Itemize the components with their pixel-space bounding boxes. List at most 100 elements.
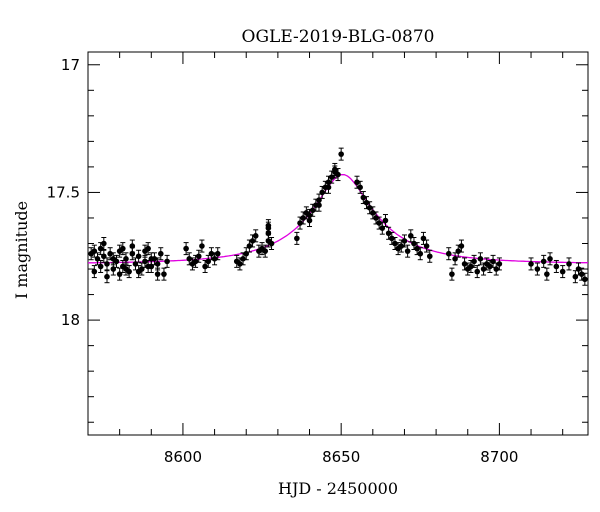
point-marker [208,250,215,257]
data-point [306,214,313,228]
point-marker [252,233,259,239]
point-marker [309,207,316,214]
data-point [195,249,202,263]
point-marker [202,263,208,270]
point-marker [544,271,550,277]
point-marker [458,243,465,249]
point-marker [461,261,468,267]
point-marker [161,271,167,277]
data-point [157,247,164,261]
point-marker [373,215,379,221]
data-point [426,249,433,263]
point-marker [157,250,164,257]
data-point [268,237,275,250]
data-point [120,242,126,256]
plot-frame [87,51,589,436]
point-marker [325,184,332,191]
data-point [420,231,427,245]
data-point [423,239,430,253]
data-point [135,249,142,263]
data-point [145,259,151,273]
data-point [401,234,408,248]
point-marker [319,189,325,196]
point-marker [142,258,148,265]
data-point [129,239,136,253]
point-marker [582,276,588,283]
data-point [354,175,360,189]
point-marker [120,245,126,252]
point-marker [370,210,376,216]
model-curve-layer [87,173,588,264]
point-marker [249,238,256,244]
y-tick-label: 17.5 [47,183,80,201]
point-marker [129,243,136,249]
data-point [357,180,363,194]
data-point [135,265,142,279]
data-point [483,257,490,271]
data-point [335,168,341,182]
point-marker [123,266,129,272]
data-point [97,259,104,273]
data-point [259,242,265,256]
x-axis-label: HJD - 2450000 [278,479,398,498]
data-point [382,214,389,228]
point-marker [142,248,148,254]
data-point [208,247,215,261]
point-marker [116,271,123,277]
point-marker [135,268,142,275]
point-marker [164,258,170,265]
data-point [392,237,398,250]
data-point [544,267,550,281]
point-marker [154,261,161,267]
axis-ticks: 8600 8650 8700 17 17.5 18 [47,52,588,466]
point-marker [192,258,199,265]
data-point [388,231,395,245]
data-point [566,257,572,271]
x-tick-label: 8700 [480,448,518,466]
data-point [547,252,553,266]
data-point [414,242,420,256]
point-marker [211,256,218,262]
point-marker [426,253,433,260]
point-marker [300,215,306,221]
data-point [116,267,123,281]
data-point [582,272,588,286]
point-marker [199,243,205,249]
point-marker [468,263,474,270]
data-point [404,244,411,258]
point-marker [135,253,142,260]
data-point [407,229,414,243]
data-point [161,267,167,281]
point-marker [262,248,269,254]
data-point [540,254,547,268]
point-marker [455,248,462,254]
data-point [240,252,246,266]
point-marker [316,202,322,208]
data-point [123,262,129,276]
plot-area [87,51,589,436]
model-curve [87,173,588,264]
data-point [578,267,585,281]
point-marker [474,268,481,275]
point-marker [566,261,572,267]
point-marker [366,204,373,211]
data-point [262,244,269,258]
point-marker [401,238,408,244]
point-marker [246,243,253,249]
point-marker [335,171,341,178]
data-point [411,237,417,250]
point-marker [385,230,392,237]
data-point [97,242,104,256]
point-marker [214,250,221,257]
data-point [445,247,452,261]
point-marker [559,268,566,275]
data-point [572,270,579,284]
data-point [309,203,316,217]
point-marker [237,261,243,267]
data-point [110,252,117,266]
point-marker [575,266,582,272]
x-tick-label: 8600 [164,448,202,466]
data-point [559,265,566,279]
point-marker [110,256,117,262]
data-point [164,254,170,268]
